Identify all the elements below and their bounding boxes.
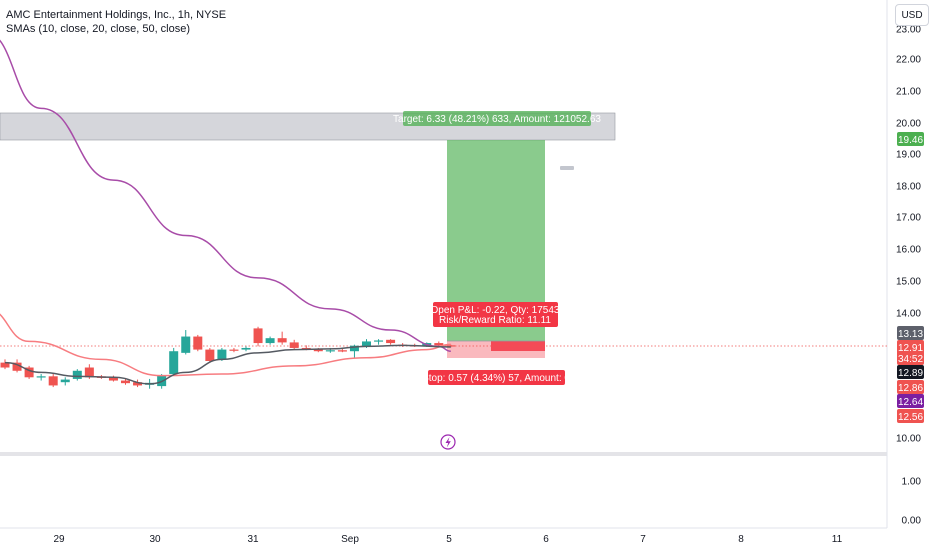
candle bbox=[277, 331, 287, 345]
y-tick-label: 19.00 bbox=[896, 150, 921, 161]
candle bbox=[434, 341, 444, 347]
x-tick-label: 30 bbox=[149, 534, 161, 545]
pnl-label[interactable]: Open P&L: -0.22, Qty: 17543 Risk/Reward … bbox=[431, 302, 560, 327]
candles-layer bbox=[0, 326, 456, 389]
stop-label[interactable]: Stop: 0.57 (4.34%) 57, Amount: 0 bbox=[422, 370, 570, 385]
svg-text:13.13: 13.13 bbox=[898, 329, 923, 340]
x-tick-label: 8 bbox=[738, 534, 744, 545]
candle bbox=[133, 379, 143, 388]
grid-separators bbox=[0, 0, 888, 529]
x-tick-label: 29 bbox=[53, 534, 65, 545]
x-tick-label: Sep bbox=[341, 534, 359, 545]
x-tick-label: 5 bbox=[446, 534, 452, 545]
indicator-legend[interactable]: SMAs (10, close, 20, close, 50, close) bbox=[6, 23, 191, 35]
candle bbox=[0, 359, 10, 370]
y-tick-label: 14.00 bbox=[896, 309, 921, 320]
y-tick-label: 1.00 bbox=[902, 477, 922, 488]
svg-text:Stop: 0.57 (4.34%) 57, Amount:: Stop: 0.57 (4.34%) 57, Amount: 0 bbox=[422, 373, 570, 384]
y-tick-label: 20.00 bbox=[896, 119, 921, 130]
entry-price-badge: 13.13 bbox=[897, 326, 924, 340]
sma10-badge: 12.89 bbox=[897, 365, 924, 379]
svg-text:12.89: 12.89 bbox=[898, 368, 923, 379]
y-tick-label: 15.00 bbox=[896, 277, 921, 288]
candle bbox=[60, 377, 70, 386]
candle bbox=[72, 369, 82, 381]
drawing-handle[interactable] bbox=[560, 166, 574, 170]
y-tick-label: 21.00 bbox=[896, 87, 921, 98]
x-tick-label: 6 bbox=[543, 534, 549, 545]
svg-text:Risk/Reward Ratio: 11.11: Risk/Reward Ratio: 11.11 bbox=[439, 315, 551, 326]
x-tick-label: 11 bbox=[832, 534, 843, 545]
last-price-badge: 12.91 34:52 bbox=[897, 340, 924, 365]
candle bbox=[24, 365, 34, 379]
y-tick-label: 10.00 bbox=[896, 434, 921, 445]
candle bbox=[337, 348, 347, 353]
stop-price-badge: 12.56 bbox=[897, 409, 924, 423]
svg-text:12.91: 12.91 bbox=[898, 343, 923, 354]
candle bbox=[48, 374, 58, 388]
y-tick-label: 18.00 bbox=[896, 182, 921, 193]
svg-text:Open P&L: -0.22, Qty: 17543: Open P&L: -0.22, Qty: 17543 bbox=[431, 305, 560, 316]
candle bbox=[12, 359, 22, 373]
svg-text:19.46: 19.46 bbox=[898, 135, 923, 146]
svg-text:34:52: 34:52 bbox=[898, 354, 923, 365]
svg-text:12.86: 12.86 bbox=[898, 383, 923, 394]
sma-20-line bbox=[0, 313, 451, 377]
sma50-badge: 12.64 bbox=[897, 394, 924, 408]
svg-text:12.64: 12.64 bbox=[898, 397, 923, 408]
currency-button[interactable]: USD bbox=[895, 4, 929, 26]
svg-text:Target: 6.33 (48.21%) 633, Amo: Target: 6.33 (48.21%) 633, Amount: 12105… bbox=[393, 114, 601, 125]
lightning-event-icon[interactable] bbox=[440, 434, 456, 450]
x-tick-label: 7 bbox=[640, 534, 646, 545]
candle bbox=[265, 336, 275, 345]
sma-50-line bbox=[0, 39, 451, 352]
candle bbox=[229, 347, 239, 353]
candle bbox=[386, 339, 396, 345]
candle bbox=[181, 330, 191, 355]
symbol-title[interactable]: AMC Entertainment Holdings, Inc., 1h, NY… bbox=[6, 9, 227, 21]
y-tick-label: 17.00 bbox=[896, 213, 921, 224]
target-price-badge: 19.46 bbox=[897, 132, 924, 146]
sma20-badge: 12.86 bbox=[897, 380, 924, 394]
candle bbox=[36, 374, 46, 381]
y-tick-label: 16.00 bbox=[896, 245, 921, 256]
price-badges: 19.46 13.13 12.91 34:52 12.89 12.86 12.6… bbox=[897, 132, 924, 423]
time-axis[interactable]: 29 30 31 Sep 5 6 7 8 11 bbox=[53, 534, 842, 545]
y-tick-label: 22.00 bbox=[896, 55, 921, 66]
x-tick-label: 31 bbox=[247, 534, 259, 545]
candle bbox=[169, 347, 179, 376]
sma-layer bbox=[0, 39, 451, 385]
sma-10-line bbox=[4, 344, 451, 385]
candle bbox=[121, 378, 130, 385]
svg-text:12.56: 12.56 bbox=[898, 412, 923, 423]
candle bbox=[241, 346, 251, 352]
price-axis[interactable]: 23.00 22.00 21.00 20.00 19.00 18.00 17.00 16.00… bbox=[896, 25, 921, 527]
candle bbox=[374, 339, 384, 345]
target-label[interactable]: Target: 6.33 (48.21%) 633, Amount: 12105… bbox=[393, 111, 601, 126]
candle bbox=[253, 326, 263, 347]
y-tick-label: 0.00 bbox=[902, 516, 922, 527]
candle bbox=[205, 347, 215, 363]
candle bbox=[193, 334, 203, 352]
y-tick-label: 23.00 bbox=[896, 25, 921, 36]
candle bbox=[289, 339, 299, 350]
